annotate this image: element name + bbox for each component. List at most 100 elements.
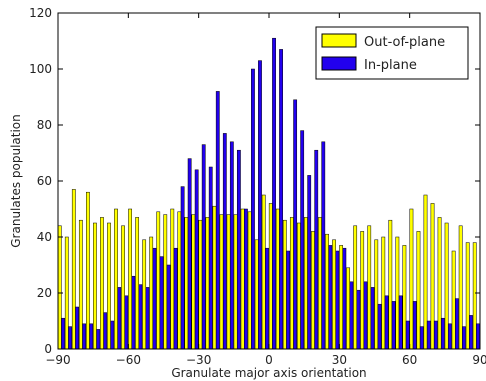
x-tick-label: 60 <box>402 353 417 367</box>
bar-out-of-plane <box>339 245 343 350</box>
y-tick-label: 20 <box>37 286 52 300</box>
bar-in-plane <box>412 301 417 350</box>
bar-in-plane <box>272 37 276 350</box>
bar-out-of-plane <box>395 236 400 350</box>
legend-swatch-out-of-plane <box>321 33 357 48</box>
bar-out-of-plane <box>268 203 273 350</box>
legend-label-in-plane: In-plane <box>364 58 417 73</box>
bar-in-plane <box>75 306 80 350</box>
bar-in-plane <box>208 166 213 350</box>
x-tick-label: −30 <box>186 353 211 367</box>
bar-in-plane <box>89 323 94 350</box>
legend: Out-of-plane In-plane <box>315 26 469 80</box>
x-tick-label: 30 <box>332 353 347 367</box>
bar-out-of-plane <box>198 219 203 350</box>
bar-out-of-plane <box>233 214 238 350</box>
bar-in-plane <box>138 284 143 350</box>
bar-in-plane <box>152 247 157 350</box>
y-axis-label: Granulates population <box>9 114 23 248</box>
bar-in-plane <box>61 317 65 350</box>
bar-out-of-plane <box>135 217 140 350</box>
bar-in-plane <box>398 295 403 350</box>
bar-out-of-plane <box>304 217 308 350</box>
bar-out-of-plane <box>437 217 442 350</box>
bar-in-plane <box>300 130 305 350</box>
bar-out-of-plane <box>64 236 69 350</box>
bar-in-plane <box>96 329 101 350</box>
bar-in-plane <box>265 247 269 350</box>
bar-out-of-plane <box>261 194 266 350</box>
bar-out-of-plane <box>416 231 421 350</box>
bar-out-of-plane <box>121 225 125 350</box>
bar-in-plane <box>342 247 347 350</box>
bar-in-plane <box>180 186 185 350</box>
bar-in-plane <box>117 287 122 350</box>
bar-out-of-plane <box>114 208 118 350</box>
bar-out-of-plane <box>409 208 414 350</box>
bar-in-plane <box>335 250 340 350</box>
bar-out-of-plane <box>430 203 435 350</box>
bar-out-of-plane <box>289 217 294 350</box>
bar-out-of-plane <box>254 239 259 350</box>
bar-in-plane <box>244 208 248 350</box>
bar-out-of-plane <box>465 242 470 350</box>
bar-out-of-plane <box>71 189 76 350</box>
bar-in-plane <box>68 326 72 350</box>
bar-out-of-plane <box>388 219 393 350</box>
bar-out-of-plane <box>247 211 252 350</box>
bar-out-of-plane <box>282 219 287 350</box>
y-tick-label: 0 <box>44 342 52 356</box>
y-tick-label: 100 <box>29 62 52 76</box>
bar-out-of-plane <box>360 231 365 350</box>
bar-in-plane <box>293 99 298 350</box>
bar-out-of-plane <box>402 245 407 350</box>
bar-out-of-plane <box>212 205 217 350</box>
bar-in-plane <box>391 301 396 350</box>
bar-in-plane <box>131 275 136 350</box>
bar-in-plane <box>159 256 164 350</box>
x-axis-ticks: −90 −60 −30 0 30 60 90 <box>45 13 486 367</box>
bar-in-plane <box>222 133 227 350</box>
bar-in-plane <box>469 315 473 350</box>
bar-out-of-plane <box>149 236 154 350</box>
x-tick-label: 0 <box>265 353 273 367</box>
bar-out-of-plane <box>458 225 463 350</box>
bar-in-plane <box>462 326 466 350</box>
bar-out-of-plane <box>170 208 175 350</box>
bar-out-of-plane <box>353 225 358 350</box>
bar-in-plane <box>215 91 220 350</box>
bar-in-plane <box>433 320 438 350</box>
bar-out-of-plane <box>78 219 83 350</box>
bar-in-plane <box>349 281 354 350</box>
bar-in-plane <box>356 289 361 350</box>
y-tick-label: 40 <box>37 230 52 244</box>
bar-out-of-plane <box>142 239 147 350</box>
bar-out-of-plane <box>374 239 379 350</box>
bar-out-of-plane <box>423 194 428 350</box>
bar-in-plane <box>363 281 368 350</box>
bar-out-of-plane <box>332 239 336 350</box>
bar-in-plane <box>405 320 410 350</box>
bar-in-plane <box>426 320 431 350</box>
bar-in-plane <box>328 245 333 350</box>
bar-out-of-plane <box>444 222 449 350</box>
bar-in-plane <box>201 144 206 350</box>
bar-in-plane <box>455 298 459 350</box>
bar-out-of-plane <box>318 217 322 350</box>
bar-in-plane <box>314 149 319 350</box>
x-axis-label: Granulate major axis orientation <box>171 366 366 380</box>
bar-in-plane <box>110 320 115 350</box>
bar-out-of-plane <box>381 236 386 350</box>
y-tick-label: 80 <box>37 118 52 132</box>
bar-out-of-plane <box>128 208 132 350</box>
y-tick-label: 120 <box>29 6 52 20</box>
bar-in-plane <box>124 295 129 350</box>
bar-out-of-plane <box>184 217 189 350</box>
bar-in-plane <box>82 323 87 350</box>
bar-out-of-plane <box>226 214 231 350</box>
bar-out-of-plane <box>177 211 182 350</box>
bar-in-plane <box>173 247 178 350</box>
bar-in-plane <box>321 141 326 350</box>
bar-in-plane <box>307 175 312 350</box>
bar-in-plane <box>194 169 199 350</box>
